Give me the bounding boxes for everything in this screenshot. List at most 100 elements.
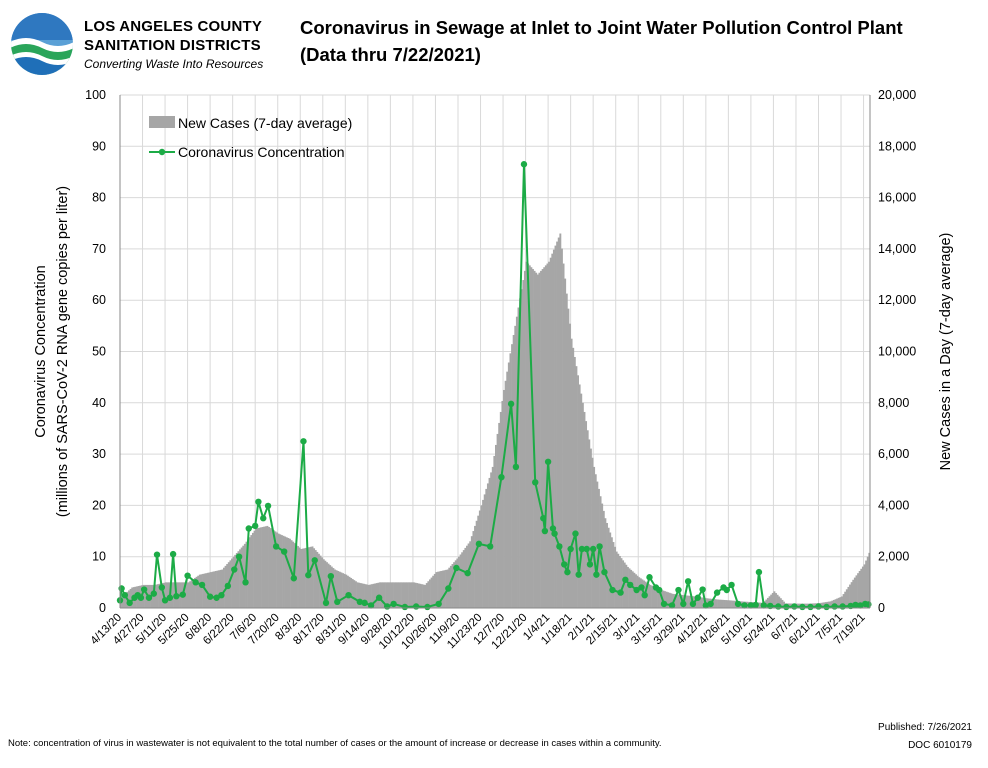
cases-bar <box>655 587 658 608</box>
cases-bar <box>543 267 546 608</box>
concentration-point <box>578 545 586 553</box>
cases-bar <box>264 526 267 608</box>
cases-bar <box>192 579 195 608</box>
concentration-point <box>564 568 571 576</box>
cases-bar <box>570 338 573 608</box>
cases-bar <box>638 577 641 608</box>
cases-bar <box>438 571 441 608</box>
cases-bar <box>659 589 662 608</box>
cases-bar <box>346 575 349 608</box>
concentration-point <box>626 581 634 589</box>
concentration-point <box>680 600 687 608</box>
cases-bar <box>728 600 731 608</box>
cases-bar <box>295 544 298 608</box>
cases-bar <box>203 573 206 608</box>
cases-bar <box>313 548 316 608</box>
cases-bar <box>353 580 356 608</box>
cases-bar <box>329 565 332 608</box>
cases-bar <box>213 571 216 608</box>
cases-bar <box>844 591 847 608</box>
cases-bar <box>123 594 126 608</box>
cases-bar <box>618 555 621 608</box>
cases-bar <box>409 582 412 608</box>
cases-bar <box>684 595 687 608</box>
concentration-point <box>520 161 528 168</box>
cases-bar <box>475 520 478 608</box>
cases-bar <box>630 569 633 608</box>
concentration-point <box>206 593 214 600</box>
concentration-point <box>596 543 603 550</box>
cases-bar <box>631 571 634 608</box>
cases-bar <box>530 267 533 608</box>
cases-bar <box>556 241 559 609</box>
cases-bar <box>274 531 277 608</box>
concentration-point <box>617 589 624 596</box>
cases-bar <box>651 585 654 608</box>
concentration-point <box>231 566 238 573</box>
cases-bar <box>536 274 539 608</box>
concentration-point <box>198 581 206 589</box>
cases-bar <box>577 375 579 608</box>
cases-bar <box>860 568 863 608</box>
org-name-line2: SANITATION DISTRICTS <box>84 37 261 54</box>
concentration-point <box>327 572 335 580</box>
cases-bar <box>416 583 419 608</box>
concentration-point <box>390 600 397 608</box>
cases-bar <box>198 574 201 608</box>
cases-bar <box>311 546 314 608</box>
concentration-point <box>507 400 515 408</box>
cases-bar <box>718 599 721 608</box>
cases-bar <box>251 532 254 608</box>
concentration-point <box>224 582 232 590</box>
cases-bar <box>778 596 781 608</box>
cases-bar <box>239 549 242 608</box>
cases-bar <box>396 582 399 608</box>
cases-bar <box>382 582 385 608</box>
cases-bar <box>419 583 422 608</box>
concentration-point <box>401 603 409 611</box>
cases-bar <box>301 548 304 608</box>
concentration-point <box>453 564 460 572</box>
cases-bar <box>330 566 333 608</box>
cases-bar <box>255 528 258 608</box>
cases-bar <box>221 569 224 608</box>
cases-bar <box>713 599 716 608</box>
cases-bar <box>647 583 650 608</box>
cases-bar <box>411 582 414 608</box>
cases-bar <box>231 558 233 608</box>
cases-bar <box>776 594 779 608</box>
cases-bar <box>271 529 274 608</box>
concentration-point <box>169 550 177 558</box>
concentration-point <box>839 603 846 610</box>
concentration-point <box>675 586 682 594</box>
cases-bar <box>715 599 718 608</box>
concentration-point <box>541 527 549 535</box>
cases-bar <box>499 411 502 608</box>
cases-bar <box>128 590 130 608</box>
cases-bar <box>425 583 428 608</box>
cases-bar <box>398 582 401 608</box>
cases-bar <box>256 528 259 608</box>
concentration-point <box>684 578 692 585</box>
cases-bar <box>781 599 784 608</box>
cases-bar <box>297 546 299 608</box>
cases-bar <box>285 537 288 608</box>
cases-bar <box>626 566 629 608</box>
concentration-point <box>218 591 225 599</box>
cases-bar <box>356 582 359 608</box>
cases-bar <box>459 554 462 608</box>
legend-line-marker <box>158 148 166 156</box>
cases-bar <box>144 584 147 608</box>
cases-bar <box>569 323 571 608</box>
cases-bar <box>775 593 777 608</box>
cases-bar <box>726 600 729 608</box>
concentration-point <box>356 598 364 606</box>
cases-bar <box>462 550 465 608</box>
cases-bar <box>841 596 843 608</box>
y-left-tick-label: 10 <box>92 550 106 564</box>
cases-bar <box>206 572 209 608</box>
cases-bar <box>417 583 420 608</box>
cases-bar <box>414 582 417 608</box>
concentration-point <box>723 586 730 594</box>
cases-bar <box>591 457 594 608</box>
